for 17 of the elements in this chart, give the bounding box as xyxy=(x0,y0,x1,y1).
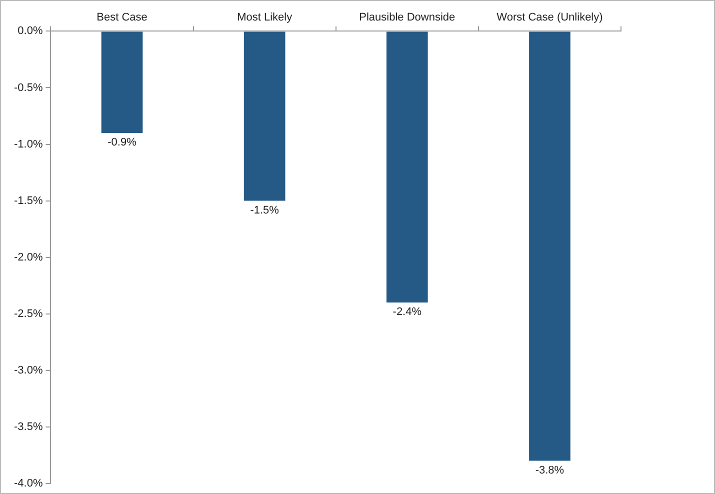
y-tick-label: -4.0% xyxy=(14,477,43,490)
y-tick-label: -2.0% xyxy=(14,251,43,264)
y-tick-label: -1.5% xyxy=(14,194,43,207)
x-tick-label: Most Likely xyxy=(237,12,293,24)
x-tick-label: Plausible Downside xyxy=(359,12,456,24)
y-tick-label: 0.0% xyxy=(18,25,43,38)
y-tick-label: -1.0% xyxy=(14,138,43,150)
y-tick-label: -0.5% xyxy=(14,82,43,94)
data-label: -0.9% xyxy=(108,136,137,148)
x-tick-label: Worst Case (Unlikely) xyxy=(496,12,603,24)
x-tick-label: Best Case xyxy=(96,12,148,24)
y-tick-label: -3.5% xyxy=(14,420,43,433)
data-label: -1.5% xyxy=(250,204,280,216)
y-tick-label: -3.0% xyxy=(14,364,43,376)
data-label: -3.8% xyxy=(535,464,564,476)
y-tick-label: -2.5% xyxy=(14,308,43,320)
data-label: -2.4% xyxy=(392,306,422,318)
